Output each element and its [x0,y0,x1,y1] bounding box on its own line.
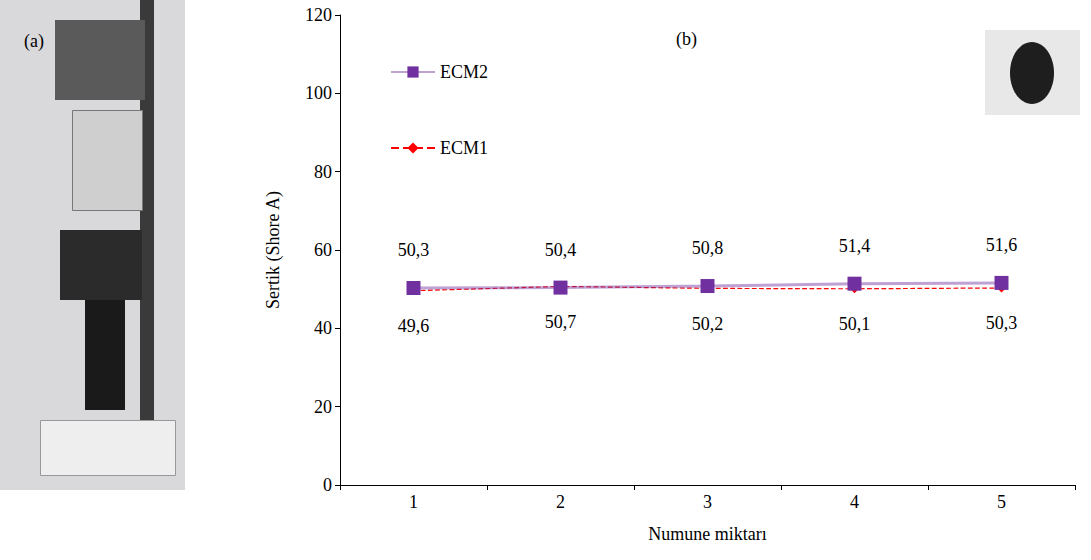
svg-text:0: 0 [323,475,332,495]
svg-text:50,3: 50,3 [986,313,1018,333]
svg-text:5: 5 [997,492,1006,512]
svg-text:80: 80 [314,162,332,182]
svg-text:40: 40 [314,318,332,338]
svg-text:20: 20 [314,397,332,417]
svg-text:100: 100 [305,83,332,103]
svg-text:(b): (b) [676,29,697,50]
svg-text:50,8: 50,8 [692,238,724,258]
svg-text:120: 120 [305,5,332,25]
svg-text:ECM2: ECM2 [440,62,488,82]
svg-text:3: 3 [703,492,712,512]
svg-text:Numune miktarı: Numune miktarı [648,524,766,544]
svg-text:4: 4 [850,492,859,512]
svg-text:50,4: 50,4 [545,240,577,260]
svg-text:1: 1 [409,492,418,512]
svg-text:50,7: 50,7 [545,312,577,332]
svg-text:50,2: 50,2 [692,314,724,334]
svg-text:2: 2 [556,492,565,512]
svg-text:60: 60 [314,240,332,260]
svg-text:ECM1: ECM1 [440,138,488,158]
svg-text:50,1: 50,1 [839,314,871,334]
svg-text:50,3: 50,3 [398,240,430,260]
svg-text:51,6: 51,6 [986,235,1018,255]
svg-text:(a): (a) [24,31,44,52]
svg-text:49,6: 49,6 [398,316,430,336]
svg-text:Sertik (Shore A): Sertik (Shore A) [263,191,284,309]
svg-text:51,4: 51,4 [839,236,871,256]
